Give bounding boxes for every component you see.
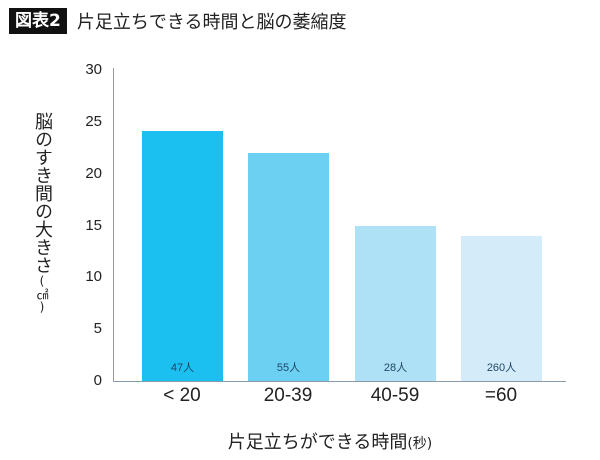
y-tick: 30 xyxy=(85,61,102,78)
bar: 260人 xyxy=(461,235,542,381)
y-axis-label: 脳のすき間の大きさ(㎠) xyxy=(32,112,54,314)
bar-count-label: 28人 xyxy=(383,361,408,374)
x-axis-label: 片足立ちができる時間(秒) xyxy=(0,428,600,454)
y-tick: 25 xyxy=(85,113,102,130)
y-axis-line xyxy=(113,68,114,381)
y-axis-label-text: 脳のすき間の大きさ xyxy=(32,112,53,274)
figure-badge: 図表2 xyxy=(9,8,67,34)
y-tick: 0 xyxy=(93,372,102,389)
bar-count-label: 47人 xyxy=(170,361,195,374)
x-tick: < 20 xyxy=(163,385,201,406)
chart-title: 図表2 片足立ちできる時間と脳の萎縮度 xyxy=(9,8,346,34)
bar-count-label: 55人 xyxy=(276,361,301,374)
bar-count-label: 260人 xyxy=(486,361,517,374)
bar: 47人 xyxy=(142,130,223,381)
bar: 28人 xyxy=(355,225,436,381)
x-tick: =60 xyxy=(484,385,518,406)
y-tick: 15 xyxy=(85,217,102,234)
x-tick: 20-39 xyxy=(263,385,313,406)
x-axis-unit: (秒) xyxy=(407,436,433,452)
x-axis-label-text: 片足立ちができる時間 xyxy=(227,432,408,453)
title-text: 片足立ちできる時間と脳の萎縮度 xyxy=(76,12,347,33)
y-tick: 20 xyxy=(85,165,102,182)
bar: 55人 xyxy=(248,152,329,381)
y-tick: 5 xyxy=(93,320,102,337)
y-axis-unit: (㎠) xyxy=(35,274,49,314)
x-axis-line xyxy=(113,381,566,382)
y-tick: 10 xyxy=(85,268,102,285)
x-tick: 40-59 xyxy=(370,385,420,406)
